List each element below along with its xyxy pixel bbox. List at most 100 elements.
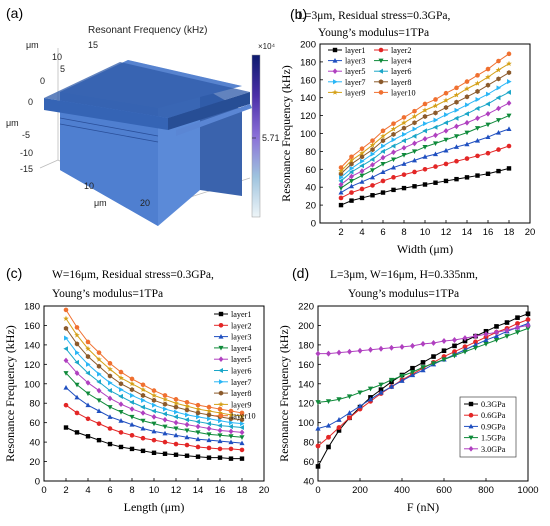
data-point xyxy=(432,151,439,157)
data-point xyxy=(195,423,201,430)
x-tick-label: 8 xyxy=(401,227,406,238)
series-3.0GPa xyxy=(315,322,531,357)
data-point xyxy=(228,428,234,435)
data-point xyxy=(239,456,245,461)
x-tick-label: 8 xyxy=(129,485,134,496)
x-tick-label: 18 xyxy=(504,227,515,238)
data-point xyxy=(443,137,449,143)
data-point xyxy=(107,426,113,431)
data-point xyxy=(367,346,374,353)
data-point xyxy=(506,126,512,132)
colorbar-exponent: ×10⁴ xyxy=(258,42,276,51)
data-point xyxy=(195,406,201,412)
data-point xyxy=(349,198,354,203)
data-point xyxy=(506,143,512,149)
legend-label: layer4 xyxy=(231,344,251,353)
data-point xyxy=(118,374,124,381)
data-point xyxy=(74,410,80,416)
data-point xyxy=(465,102,470,108)
data-point xyxy=(443,97,449,103)
data-point xyxy=(412,108,417,114)
legend-label: layer1 xyxy=(345,46,365,55)
data-point xyxy=(431,354,436,359)
data-point xyxy=(349,165,355,171)
series-layer10 xyxy=(338,51,512,170)
data-point xyxy=(443,127,449,134)
data-point xyxy=(359,146,365,152)
data-point xyxy=(162,416,168,423)
data-point xyxy=(390,143,396,149)
data-point xyxy=(336,425,342,430)
data-point xyxy=(195,410,201,416)
legend-label: layer3 xyxy=(345,57,365,66)
data-point xyxy=(402,131,407,137)
data-point xyxy=(401,119,407,126)
x-tick-label: 20 xyxy=(525,227,536,238)
y-tick-label: 40 xyxy=(29,438,40,449)
legend-swatch-marker xyxy=(468,423,474,429)
data-point xyxy=(380,178,386,184)
legend-label: 1.5GPa xyxy=(481,434,506,443)
y-tick-label: 60 xyxy=(305,165,316,176)
data-point xyxy=(391,121,396,126)
data-point xyxy=(472,345,479,351)
data-point xyxy=(432,141,439,146)
data-point xyxy=(367,386,374,392)
legend-swatch-marker xyxy=(218,390,224,396)
data-point xyxy=(108,380,113,386)
data-point xyxy=(228,446,234,452)
data-point xyxy=(338,186,344,191)
data-point xyxy=(239,429,245,436)
data-point xyxy=(369,156,375,162)
data-point xyxy=(391,137,397,143)
data-point xyxy=(206,421,211,427)
series-layer8 xyxy=(63,325,245,423)
data-point xyxy=(349,173,354,180)
legend-item: layer7 xyxy=(214,378,251,387)
axis-unit-label: μm xyxy=(26,40,39,50)
data-point xyxy=(346,348,353,355)
data-point xyxy=(464,130,470,136)
data-point xyxy=(239,447,245,453)
y-tick-label: 140 xyxy=(298,379,314,390)
data-point xyxy=(173,397,179,402)
data-point xyxy=(433,164,438,169)
legend-item: layer1 xyxy=(214,310,251,319)
data-point xyxy=(195,444,201,450)
data-point xyxy=(162,393,168,398)
legend-swatch-marker xyxy=(332,47,338,53)
data-point xyxy=(151,388,157,393)
data-point xyxy=(325,422,332,428)
data-point xyxy=(173,432,179,438)
series-layer3 xyxy=(338,126,512,195)
data-point xyxy=(485,122,491,128)
data-point xyxy=(444,112,449,118)
data-point xyxy=(118,430,124,435)
series-layer7 xyxy=(64,335,245,427)
legend-label: layer10 xyxy=(391,88,416,97)
data-point xyxy=(401,144,407,151)
data-point xyxy=(441,338,447,344)
x-tick-label: 2 xyxy=(63,485,68,496)
legend-swatch-marker xyxy=(218,413,224,419)
data-point xyxy=(349,190,354,195)
data-point xyxy=(348,183,355,189)
data-point xyxy=(525,317,531,323)
y-axis-label: Resonance Frequency (kHz) xyxy=(277,325,291,462)
data-point xyxy=(206,432,212,437)
data-point xyxy=(348,178,355,184)
data-point xyxy=(464,85,470,92)
legend-item: 0.3GPa xyxy=(464,400,506,409)
legend: layer1 layer2 layer3 layer4 layer5 layer6 laye… xyxy=(214,310,256,421)
data-point xyxy=(423,121,428,127)
y-tick-label: 200 xyxy=(300,40,316,51)
legend-label: layer10 xyxy=(231,412,256,421)
legend-label: 0.9GPa xyxy=(481,422,506,431)
series-layer2 xyxy=(338,143,512,201)
data-point xyxy=(506,51,512,57)
data-point xyxy=(475,96,481,103)
y-tick-label: 120 xyxy=(300,111,316,122)
data-point xyxy=(474,126,481,131)
y-tick-5: 5 xyxy=(60,64,65,74)
y-tick-label: 180 xyxy=(24,302,40,313)
